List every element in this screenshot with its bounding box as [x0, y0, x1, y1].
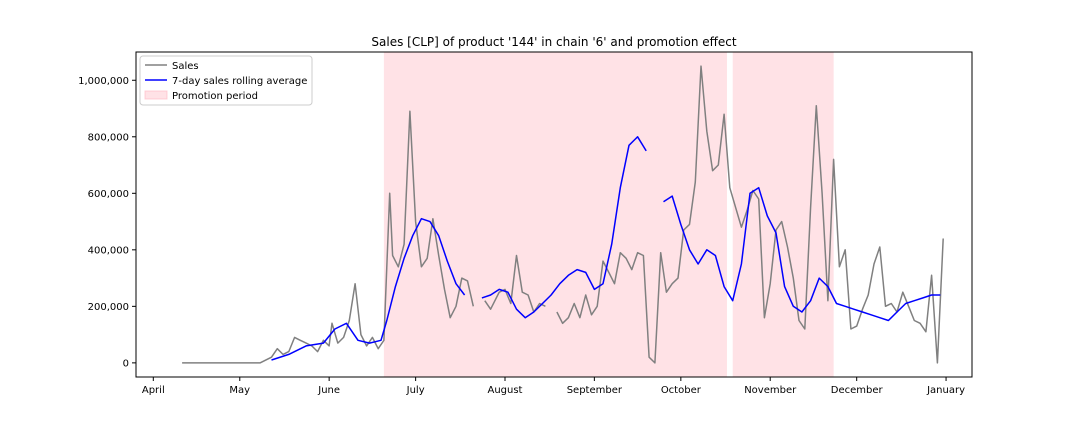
legend: Sales 7-day sales rolling average Promot…: [139, 55, 313, 106]
x-tick-label: December: [831, 385, 884, 396]
legend-sales-label: Sales: [172, 61, 199, 72]
x-tick-label: November: [744, 385, 797, 396]
promotion-period-1: [383, 52, 727, 377]
series-lines: [182, 65, 944, 364]
y-tick-label: 600,000: [88, 189, 129, 200]
x-tick-label: January: [926, 385, 965, 396]
plot-frame: [135, 51, 973, 378]
chart-title: Sales [CLP] of product '144' in chain '6…: [371, 35, 736, 49]
y-tick-label: 0: [123, 358, 129, 369]
x-tick-label: October: [661, 385, 702, 396]
y-tick-label: 200,000: [88, 302, 129, 313]
x-tick-label: April: [142, 385, 165, 396]
x-tick-label: August: [487, 385, 522, 396]
x-tick-label: July: [406, 385, 425, 396]
y-tick-label: 1,000,000: [78, 76, 129, 87]
legend-promo-label: Promotion period: [172, 91, 258, 102]
x-tick-label: September: [567, 385, 623, 396]
legend-promo-swatch: [144, 90, 168, 100]
y-tick-label: 400,000: [88, 245, 129, 256]
x-tick-label: May: [229, 385, 250, 396]
y-axis: 0 200,000 400,000 600,000 800,000 1,000,000: [78, 76, 136, 369]
legend-box: [139, 55, 313, 106]
legend-rolling-label: 7-day sales rolling average: [172, 76, 307, 87]
x-tick-label: June: [317, 385, 340, 396]
x-axis: April May June July August September October No…: [142, 377, 965, 396]
y-tick-label: 800,000: [88, 132, 129, 143]
rolling-average-line: [271, 136, 941, 361]
